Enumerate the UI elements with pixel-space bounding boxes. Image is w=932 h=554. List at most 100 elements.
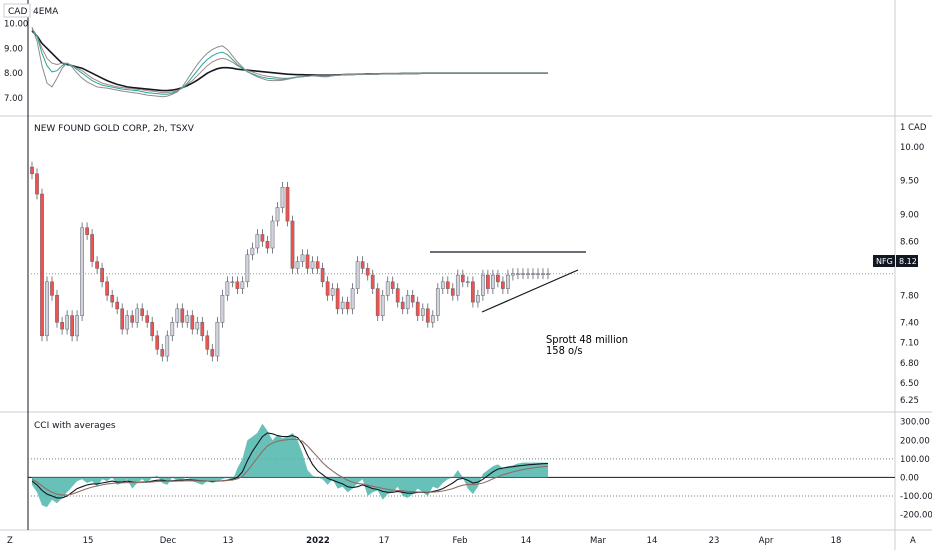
candle-body[interactable] [95,261,99,269]
candle-body[interactable] [275,207,280,222]
candle-body[interactable] [60,322,64,330]
ema-indicator-label[interactable]: 4EMA [33,7,59,17]
candle-body[interactable] [531,273,535,275]
candle-body[interactable] [516,273,520,275]
candle-body[interactable] [541,273,545,275]
candle-body[interactable] [195,322,200,330]
candle-body[interactable] [370,274,375,289]
cci-area[interactable] [32,423,548,508]
candle-body[interactable] [295,261,300,269]
candle-body[interactable] [385,281,390,296]
candle-body[interactable] [235,281,240,289]
candle-body[interactable] [285,187,290,222]
candle-body[interactable] [511,273,515,276]
candle-body[interactable] [496,274,500,283]
candle-body[interactable] [335,288,340,310]
candle-body[interactable] [85,227,89,235]
candle-body[interactable] [240,281,245,289]
candle-body[interactable] [320,268,325,283]
candle-body[interactable] [521,273,525,275]
candle-body[interactable] [50,281,54,296]
candle-body[interactable] [400,301,405,310]
candle-body[interactable] [460,274,465,283]
candle-body[interactable] [260,234,265,242]
candle-body[interactable] [425,308,430,323]
candle-body[interactable] [350,288,355,310]
candle-body[interactable] [120,308,125,330]
candle-body[interactable] [35,173,39,195]
candle-body[interactable] [465,281,470,284]
candle-body[interactable] [375,288,380,316]
zoom-corner[interactable]: Z [7,536,13,546]
candle-body[interactable] [165,335,170,357]
candle-body[interactable] [70,315,74,337]
candle-body[interactable] [330,288,335,296]
candle-body[interactable] [345,301,350,310]
candle-body[interactable] [115,301,120,310]
candle-body[interactable] [506,274,510,289]
candle-body[interactable] [245,254,250,283]
candle-body[interactable] [80,227,84,316]
ema-line-3[interactable] [31,28,548,95]
candle-body[interactable] [450,288,455,296]
candle-body[interactable] [205,335,210,350]
candle-body[interactable] [546,273,550,275]
candle-body[interactable] [405,295,410,310]
candle-body[interactable] [486,274,490,289]
candle-body[interactable] [501,281,505,289]
candle-body[interactable] [355,261,360,289]
candle-body[interactable] [90,234,94,262]
candle-body[interactable] [230,281,235,284]
candle-body[interactable] [270,220,275,249]
candle-body[interactable] [290,220,295,269]
ema-line-1[interactable] [31,30,548,92]
candle-body[interactable] [175,308,180,323]
candle-body[interactable] [445,281,450,289]
candle-body[interactable] [455,274,460,296]
candle-body[interactable] [150,322,155,337]
auto-scale-corner[interactable]: A [910,536,916,546]
candle-body[interactable] [420,308,425,316]
candle-body[interactable] [360,261,365,269]
candle-body[interactable] [185,315,190,323]
candle-body[interactable] [481,274,485,296]
candle-body[interactable] [170,322,175,337]
candle-body[interactable] [180,308,185,323]
candle-body[interactable] [135,308,140,323]
candle-body[interactable] [210,349,215,357]
candle-body[interactable] [300,254,305,262]
cci-indicator-label[interactable]: CCI with averages [34,421,116,431]
candle-body[interactable] [310,261,315,269]
candle-body[interactable] [390,281,395,289]
support-trendline[interactable] [481,269,579,313]
candle-body[interactable] [100,268,104,283]
candle-body[interactable] [280,187,285,208]
candle-body[interactable] [130,315,135,323]
candle-body[interactable] [200,322,205,337]
candle-body[interactable] [476,295,480,303]
candle-body[interactable] [140,308,145,316]
candle-body[interactable] [440,281,445,289]
cci-average-line-1[interactable] [31,432,549,499]
candle-body[interactable] [45,281,49,337]
cci-average-line-2[interactable] [31,438,549,496]
candle-body[interactable] [526,273,530,275]
candle-body[interactable] [145,315,150,323]
candle-body[interactable] [40,193,44,337]
candle-body[interactable] [220,295,225,323]
candle-body[interactable] [125,315,130,330]
candle-body[interactable] [380,295,385,316]
ema-line-2[interactable] [31,29,548,94]
symbol-title[interactable]: NEW FOUND GOLD CORP, 2h, TSXV [34,124,195,134]
candle-body[interactable] [105,281,109,296]
candle-body[interactable] [305,254,310,269]
candle-body[interactable] [160,349,165,357]
candle-body[interactable] [536,273,540,275]
candle-body[interactable] [415,301,420,316]
candle-body[interactable] [190,315,195,330]
annotation-line-2[interactable]: 158 o/s [546,344,583,357]
currency-badge[interactable] [3,3,31,18]
candle-body[interactable] [340,301,345,310]
candle-body[interactable] [430,315,435,323]
candle-body[interactable] [325,281,330,296]
